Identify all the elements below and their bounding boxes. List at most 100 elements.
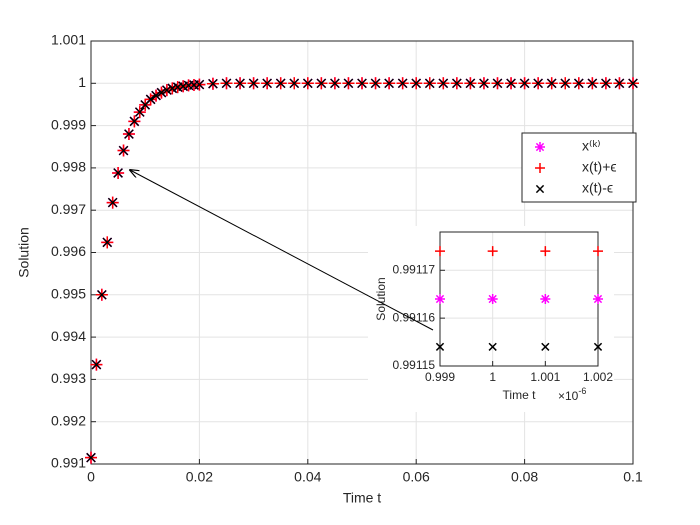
data-point: [465, 78, 476, 89]
data-point: [102, 237, 113, 248]
y-tick-label: 0.994: [51, 328, 86, 344]
y-tick-label: 0.997: [51, 201, 86, 217]
data-point: [151, 90, 161, 101]
legend-marker: [535, 184, 545, 194]
axes-box: [90, 40, 634, 465]
arrow: [130, 170, 434, 331]
data-point: [221, 78, 232, 89]
y-tick-label: 0.991: [51, 455, 86, 471]
x-tick-label: 0.999: [425, 370, 455, 384]
y-tick-label: 0.993: [51, 370, 86, 386]
data-point: [435, 294, 445, 304]
data-point: [435, 342, 445, 351]
data-point: [162, 85, 172, 95]
y-tick-label: 0.999: [51, 116, 86, 132]
x-tick-label: 1.002: [583, 370, 613, 384]
data-point: [487, 246, 498, 257]
x-multiplier: ×10-6: [558, 387, 586, 404]
x-tick-label: 0: [87, 469, 95, 485]
data-point: [235, 78, 245, 89]
legend-label: x(t)-ϵ: [582, 180, 613, 196]
x-tick-label: 0.02: [186, 469, 213, 485]
y-axis-label: Solution: [16, 227, 32, 278]
data-point: [487, 294, 498, 304]
data-point: [357, 78, 367, 89]
y-axis-label: Solution: [374, 277, 388, 320]
data-point: [156, 87, 167, 98]
data-point: [113, 168, 123, 178]
data-point: [330, 78, 340, 89]
data-point: [628, 78, 638, 89]
data-point: [451, 78, 462, 89]
data-point: [593, 342, 603, 351]
plot-area: [440, 232, 598, 366]
data-point: [370, 78, 381, 89]
x-tick-label: 0.08: [511, 469, 538, 485]
data-point: [145, 94, 156, 105]
y-tick-label: 0.998: [51, 159, 86, 175]
inset-axes: 0.999 1 1.001 1.0020.991150.991160.99117Tim…: [368, 226, 614, 412]
y-tick-label: 0.99117: [393, 262, 436, 276]
data-point: [593, 246, 603, 257]
data-point: [573, 78, 584, 89]
data-point: [479, 78, 489, 89]
data-point: [194, 79, 205, 90]
data-point: [262, 78, 273, 89]
y-tick-label: 0.992: [51, 412, 86, 428]
data-point: [275, 78, 286, 89]
x-multiplier-base: ×10: [558, 389, 579, 403]
data-point: [546, 78, 557, 89]
x-tick-label: 0.1: [623, 469, 643, 485]
x-axis-label: Time t: [503, 388, 537, 402]
legend-marker: [535, 142, 545, 152]
y-tick-label: 1: [78, 74, 86, 90]
x-axis-label: Time t: [343, 490, 381, 506]
data-point: [397, 78, 408, 89]
data-point: [91, 359, 102, 370]
data-point: [533, 78, 544, 89]
data-point: [302, 78, 313, 89]
data-point: [601, 78, 611, 89]
data-point: [519, 78, 530, 89]
data-point: [107, 197, 118, 208]
x-tick-label: 1: [489, 370, 496, 384]
data-point: [614, 78, 625, 89]
data-point: [488, 342, 497, 351]
data-point: [435, 246, 445, 257]
x-tick-label: 1.001: [530, 370, 560, 384]
data-point: [134, 107, 145, 117]
legend-label: x(t)+ϵ: [582, 159, 617, 175]
legend-marker: [535, 163, 545, 173]
data-point: [424, 78, 435, 89]
x-tick-label: 0.04: [294, 469, 321, 485]
data-point: [316, 78, 327, 89]
data-point: [248, 78, 259, 89]
data-point: [541, 342, 550, 351]
data-point: [540, 246, 551, 257]
data-point: [438, 78, 449, 89]
x-multiplier-exponent: -6: [578, 387, 586, 397]
data-point: [593, 294, 603, 304]
data-point: [343, 78, 354, 89]
data-point: [118, 145, 129, 156]
data-point: [492, 78, 503, 89]
y-tick-label: 1.001: [51, 32, 86, 48]
y-tick-label: 0.996: [51, 243, 86, 259]
data-point: [124, 129, 134, 139]
y-tick-label: 0.995: [51, 286, 86, 302]
y-tick-label: 0.99115: [393, 358, 436, 372]
data-point: [411, 78, 422, 89]
data-point: [129, 116, 140, 127]
data-point: [540, 294, 551, 304]
x-tick-label: 0.06: [403, 469, 430, 485]
legend-label: x⁽ᵏ⁾: [582, 138, 601, 154]
data-point: [587, 78, 598, 89]
data-point: [86, 452, 96, 463]
data-point: [208, 78, 218, 89]
data-point: [506, 78, 516, 89]
data-point: [96, 289, 107, 300]
data-point: [289, 78, 300, 89]
data-point: [384, 78, 394, 89]
data-point: [560, 78, 571, 89]
